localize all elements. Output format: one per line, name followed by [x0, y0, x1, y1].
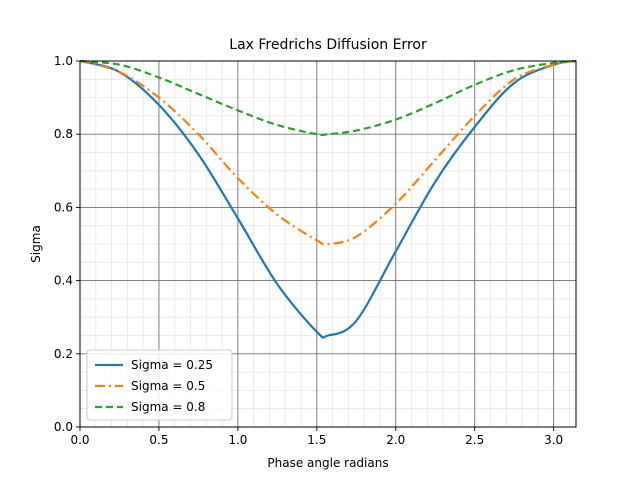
- x-tick-label: 0.5: [149, 433, 168, 447]
- x-axis: 0.0 0.5 1.0 1.5 2.0 2.5 3.0: [70, 427, 563, 447]
- plot-frame: [79, 60, 577, 428]
- series-line-3: [79, 59, 577, 137]
- x-tick-label: 2.5: [465, 433, 484, 447]
- major-grid: [80, 61, 576, 427]
- y-axis-label: Sigma: [29, 225, 43, 263]
- series-line-2: [79, 59, 577, 246]
- y-tick-label: 1.0: [54, 54, 73, 68]
- legend-box: [86, 349, 233, 421]
- x-tick-label: 3.0: [544, 433, 563, 447]
- x-axis-label: Phase angle radians: [267, 456, 388, 470]
- y-tick-label: 0.6: [54, 200, 73, 214]
- y-tick-label: 0.2: [54, 347, 73, 361]
- x-tick-label: 1.5: [307, 433, 326, 447]
- series-line-1: [79, 59, 577, 339]
- x-tick-label: 2.0: [386, 433, 405, 447]
- legend-label: Sigma = 0.8: [131, 400, 205, 414]
- legend-label: Sigma = 0.5: [131, 379, 205, 393]
- y-tick-label: 0.0: [54, 420, 73, 434]
- legend: Sigma = 0.25 Sigma = 0.5 Sigma = 0.8: [86, 349, 233, 421]
- legend-label: Sigma = 0.25: [131, 358, 213, 372]
- y-axis: 0.0 0.2 0.4 0.6 0.8 1.0: [54, 54, 80, 434]
- y-tick-label: 0.8: [54, 127, 73, 141]
- series-layer: [79, 59, 577, 339]
- x-tick-label: 1.0: [228, 433, 247, 447]
- y-tick-label: 0.4: [54, 274, 73, 288]
- minor-grid: [80, 61, 576, 427]
- chart-title: Lax Fredrichs Diffusion Error: [229, 37, 427, 53]
- x-tick-label: 0.0: [70, 433, 89, 447]
